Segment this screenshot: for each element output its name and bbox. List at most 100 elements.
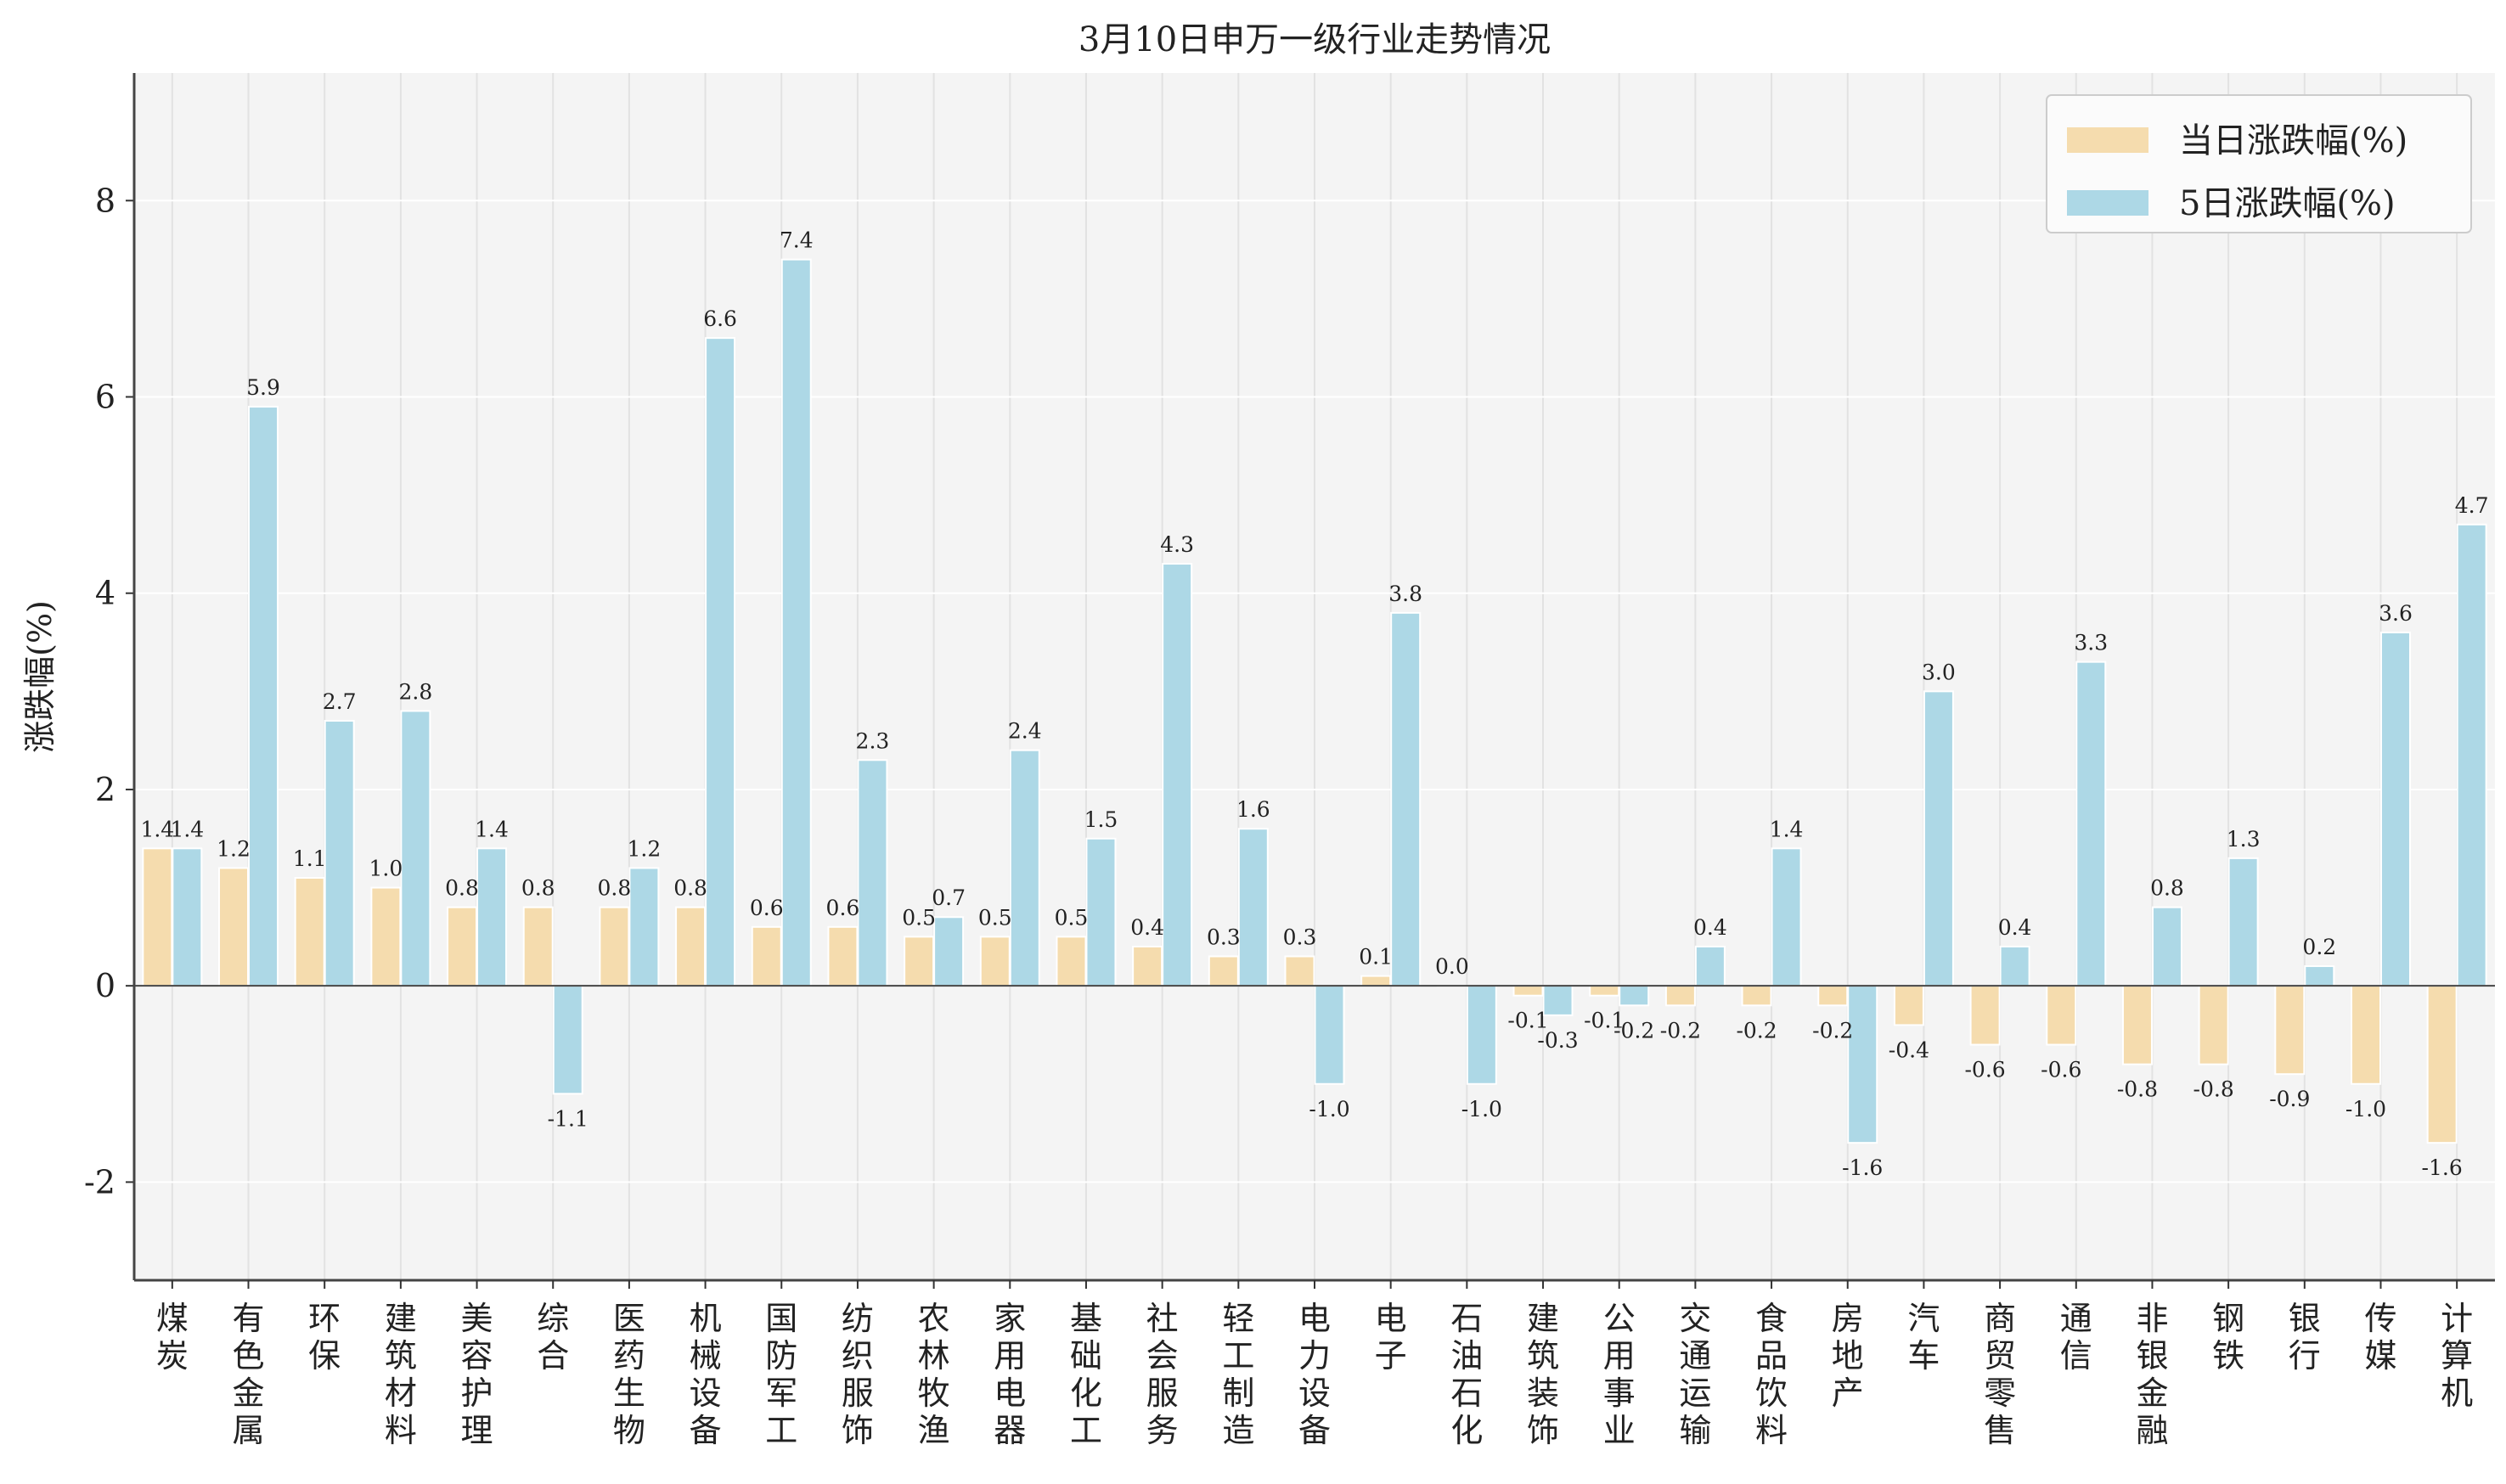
data-label-daily: 0.4 bbox=[1130, 915, 1164, 940]
bar-5day bbox=[1694, 945, 1726, 987]
data-label-5day: 3.3 bbox=[2074, 631, 2108, 655]
bar-daily bbox=[370, 886, 402, 987]
y-tick-label: 4 bbox=[95, 575, 115, 612]
data-label-daily: 0.8 bbox=[445, 876, 479, 901]
x-tick-label: 建筑材料 bbox=[385, 1300, 417, 1449]
data-label-5day: 4.7 bbox=[2455, 493, 2489, 518]
y-tick-label: -2 bbox=[84, 1163, 115, 1200]
bar-daily bbox=[2121, 985, 2153, 1065]
x-tick-label: 通信 bbox=[2060, 1300, 2092, 1374]
x-tick-label: 石油石化 bbox=[1450, 1300, 1483, 1449]
data-label-daily: -0.1 bbox=[1507, 1009, 1548, 1033]
data-label-daily: -0.6 bbox=[1964, 1058, 2005, 1082]
x-tick-label: 有色金属 bbox=[233, 1300, 265, 1449]
x-tick-label: 轻工制造 bbox=[1222, 1300, 1254, 1449]
x-tick-label: 电力设备 bbox=[1298, 1300, 1331, 1449]
data-label-5day: 0.4 bbox=[1998, 915, 2032, 940]
data-label-daily: 0.8 bbox=[521, 876, 555, 901]
data-label-daily: 0.5 bbox=[1055, 905, 1089, 930]
bar-5day bbox=[324, 720, 355, 987]
data-label-daily: -1.0 bbox=[2346, 1097, 2386, 1121]
bar-5day bbox=[933, 916, 965, 987]
data-label-daily: 0.8 bbox=[598, 876, 632, 901]
data-label-daily: 0.3 bbox=[1283, 925, 1317, 949]
legend: 当日涨跌幅(%) 5日涨跌幅(%) bbox=[2046, 94, 2472, 233]
x-tick-label: 国防军工 bbox=[765, 1300, 797, 1449]
data-label-5day: 1.6 bbox=[1236, 797, 1270, 822]
x-tick-label: 纺织服饰 bbox=[842, 1300, 874, 1449]
bar-5day bbox=[1999, 945, 2030, 987]
data-label-5day: 3.8 bbox=[1388, 582, 1422, 606]
data-label-5day: -1.1 bbox=[548, 1106, 588, 1131]
data-label-5day: -1.6 bbox=[1842, 1155, 1883, 1180]
data-label-5day: 0.2 bbox=[2302, 935, 2336, 959]
bar-5day bbox=[857, 759, 888, 987]
bar-daily bbox=[979, 936, 1011, 987]
bar-5day bbox=[172, 847, 203, 987]
bar-daily bbox=[2198, 985, 2229, 1065]
bar-5day bbox=[1314, 985, 1345, 1085]
data-label-5day: 1.5 bbox=[1084, 807, 1118, 832]
bar-daily bbox=[447, 906, 478, 987]
bar-daily bbox=[1893, 985, 1924, 1026]
data-label-5day: -1.0 bbox=[1461, 1097, 1502, 1121]
x-tick-label: 建筑装饰 bbox=[1527, 1300, 1559, 1449]
bar-daily bbox=[1589, 985, 1620, 997]
data-label-daily: 0.5 bbox=[902, 905, 936, 930]
data-label-5day: 3.0 bbox=[1922, 660, 1956, 684]
data-label-daily: -0.8 bbox=[2117, 1077, 2158, 1102]
data-label-daily: -0.9 bbox=[2269, 1087, 2310, 1111]
bar-daily bbox=[2274, 985, 2306, 1076]
bar-5day bbox=[2304, 965, 2335, 987]
bar-5day bbox=[1771, 847, 1802, 987]
legend-label-5day: 5日涨跌幅(%) bbox=[2179, 184, 2396, 223]
x-tick-label: 食品饮料 bbox=[1755, 1300, 1788, 1449]
data-label-5day: 4.3 bbox=[1160, 532, 1194, 557]
y-axis-label: 涨跌幅(%) bbox=[21, 600, 59, 753]
data-label-5day: 5.9 bbox=[246, 375, 280, 400]
data-label-daily: 0.1 bbox=[1359, 945, 1393, 970]
data-label-daily: -1.6 bbox=[2422, 1155, 2463, 1180]
x-tick-label: 公用事业 bbox=[1603, 1300, 1636, 1449]
data-label-5day: 0.8 bbox=[2150, 876, 2184, 901]
bar-daily bbox=[1664, 985, 1696, 1007]
x-tick-label: 房地产 bbox=[1832, 1300, 1864, 1412]
bar-daily bbox=[142, 847, 173, 987]
data-label-daily: 1.1 bbox=[293, 846, 327, 871]
data-label-daily: -0.2 bbox=[1660, 1018, 1701, 1043]
bar-daily bbox=[599, 906, 630, 987]
x-tick-label: 农林牧渔 bbox=[918, 1300, 950, 1449]
y-tick-label: 8 bbox=[95, 182, 115, 219]
bar-daily bbox=[1132, 945, 1163, 987]
bar-5day bbox=[1162, 563, 1193, 987]
data-label-5day: 2.7 bbox=[323, 689, 357, 714]
legend-swatch-5day bbox=[2067, 190, 2148, 216]
chart-title: 3月10日申万一级行业走势情况 bbox=[1078, 20, 1551, 59]
x-tick-label: 煤炭 bbox=[156, 1300, 189, 1374]
bar-daily bbox=[294, 877, 325, 987]
x-tick-label: 家用电器 bbox=[994, 1300, 1026, 1449]
bar-daily bbox=[1208, 955, 1239, 987]
y-tick-label: 6 bbox=[95, 379, 115, 416]
bar-5day bbox=[476, 847, 508, 987]
x-tick-label: 综合 bbox=[537, 1300, 569, 1374]
x-tick-label: 电子 bbox=[1375, 1300, 1407, 1374]
bars bbox=[142, 258, 2487, 1144]
x-tick-label: 钢铁 bbox=[2212, 1300, 2244, 1374]
x-tick-label: 医药生物 bbox=[613, 1300, 645, 1449]
data-label-daily: -0.2 bbox=[1736, 1018, 1777, 1043]
data-label-daily: 0.0 bbox=[1435, 954, 1469, 979]
bar-daily bbox=[1741, 985, 1772, 1007]
x-tick-label: 计算机 bbox=[2441, 1300, 2473, 1412]
bar-5day bbox=[1923, 690, 1954, 987]
data-label-5day: 0.4 bbox=[1693, 915, 1727, 940]
bar-daily bbox=[218, 867, 250, 987]
bar-5day bbox=[2379, 631, 2411, 987]
data-label-daily: -0.4 bbox=[1889, 1037, 1929, 1062]
bar-daily bbox=[1969, 985, 2001, 1046]
data-label-daily: -0.2 bbox=[1812, 1018, 1853, 1043]
data-label-5day: 0.7 bbox=[932, 885, 966, 910]
data-label-5day: 7.4 bbox=[780, 228, 814, 253]
